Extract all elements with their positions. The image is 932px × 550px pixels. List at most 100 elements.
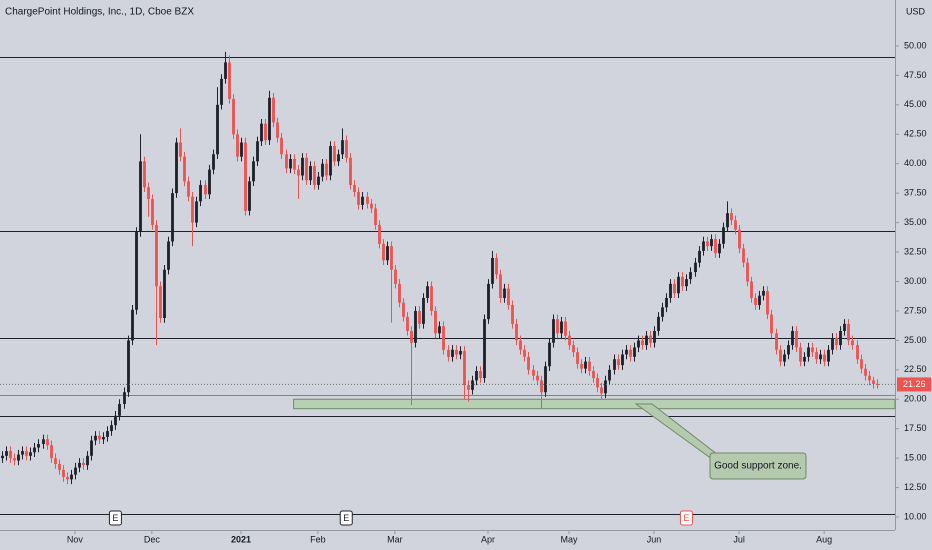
event-marker (679, 510, 693, 526)
candle-body (819, 354, 822, 360)
candle-body (414, 310, 417, 343)
candle-body (868, 375, 871, 381)
candle-body (240, 142, 243, 157)
candle-body (21, 451, 24, 455)
candle-body (779, 349, 782, 362)
candle-body (374, 208, 377, 225)
candle-body (66, 477, 69, 480)
candle-body (714, 239, 717, 254)
candle-body (1, 455, 4, 459)
candle-body (187, 181, 190, 197)
currency-label: USD (906, 6, 926, 16)
candle-body (503, 288, 506, 298)
y-tick-label: 45.00 (904, 99, 927, 109)
candle-body (155, 224, 158, 287)
candle-body (726, 213, 729, 228)
candle-body (232, 98, 235, 135)
y-tick-label: 15.00 (904, 453, 927, 463)
candle-body (677, 276, 680, 294)
candle-body (580, 363, 583, 369)
candle-body (58, 464, 61, 470)
candle-body (653, 330, 656, 343)
candle-body (309, 166, 312, 181)
candle-body (876, 383, 879, 385)
y-tick-label: 12.50 (904, 482, 927, 492)
candle-body (438, 326, 441, 334)
candle-body (410, 330, 413, 343)
candle-body (220, 78, 223, 105)
candle-body (447, 349, 450, 357)
candle-body (301, 157, 304, 176)
callout-box (709, 452, 807, 480)
candle-body (147, 187, 150, 200)
candle-body (442, 326, 445, 350)
candle-body (665, 297, 668, 308)
candle-body (831, 338, 834, 350)
candle-body (536, 375, 539, 381)
candle-body (260, 123, 263, 142)
candle-body (681, 276, 684, 287)
candle-body (163, 269, 166, 318)
candle-body (13, 458, 16, 461)
candle-body (337, 154, 340, 162)
plot (0, 51, 896, 515)
candle-body (54, 458, 57, 465)
candle-body (208, 169, 211, 195)
candle-body (669, 283, 672, 298)
candle-body (313, 166, 316, 185)
candle-body (228, 62, 231, 99)
candle-body (94, 435, 97, 441)
candle-body (90, 440, 93, 456)
candle-body (843, 323, 846, 331)
candle-body (139, 161, 142, 233)
candle-body (592, 371, 595, 379)
candle-body (621, 354, 624, 366)
candle-body (746, 262, 749, 282)
candle-body (463, 350, 466, 386)
candle-body (244, 142, 247, 211)
candle-body (507, 288, 510, 306)
candle-body (268, 97, 271, 141)
candle-body (280, 137, 283, 155)
candle-body (455, 349, 458, 355)
candle-body (556, 319, 559, 334)
candle-body (17, 454, 20, 461)
candle-body (467, 385, 470, 390)
candle-body (394, 269, 397, 284)
candle-body (860, 359, 863, 369)
candle-body (730, 213, 733, 221)
candle-body (576, 352, 579, 364)
x-tick-label: Nov (67, 534, 84, 544)
candle-body (143, 161, 146, 188)
candle-body (706, 241, 709, 247)
candle-body (815, 352, 818, 360)
event-marker (108, 510, 122, 526)
candle-body (560, 321, 563, 334)
candle-body (617, 359, 620, 366)
candle-body (519, 340, 522, 350)
candle-body (110, 425, 113, 432)
candle-body (483, 319, 486, 379)
candle-body (795, 330, 798, 348)
support-zone (293, 398, 896, 410)
candle-body (823, 354, 826, 362)
candle-body (649, 335, 652, 343)
y-tick-label: 35.00 (904, 217, 927, 227)
candle-body (475, 371, 478, 381)
y-tick-label: 10.00 (904, 511, 927, 521)
candle-body (325, 163, 328, 176)
candle-body (738, 229, 741, 249)
candle-body (390, 246, 393, 270)
candle-body (694, 262, 697, 273)
candle-body (195, 201, 198, 223)
y-tick-label: 50.00 (904, 40, 927, 50)
candle-body (422, 297, 425, 324)
candle-body (491, 257, 494, 284)
candle-body (62, 469, 65, 477)
candle-body (82, 462, 85, 466)
candle-body (175, 142, 178, 194)
y-tick-label: 47.50 (904, 70, 927, 80)
candle-body (479, 371, 482, 379)
candle-body (548, 342, 551, 367)
candle-body (722, 227, 725, 244)
